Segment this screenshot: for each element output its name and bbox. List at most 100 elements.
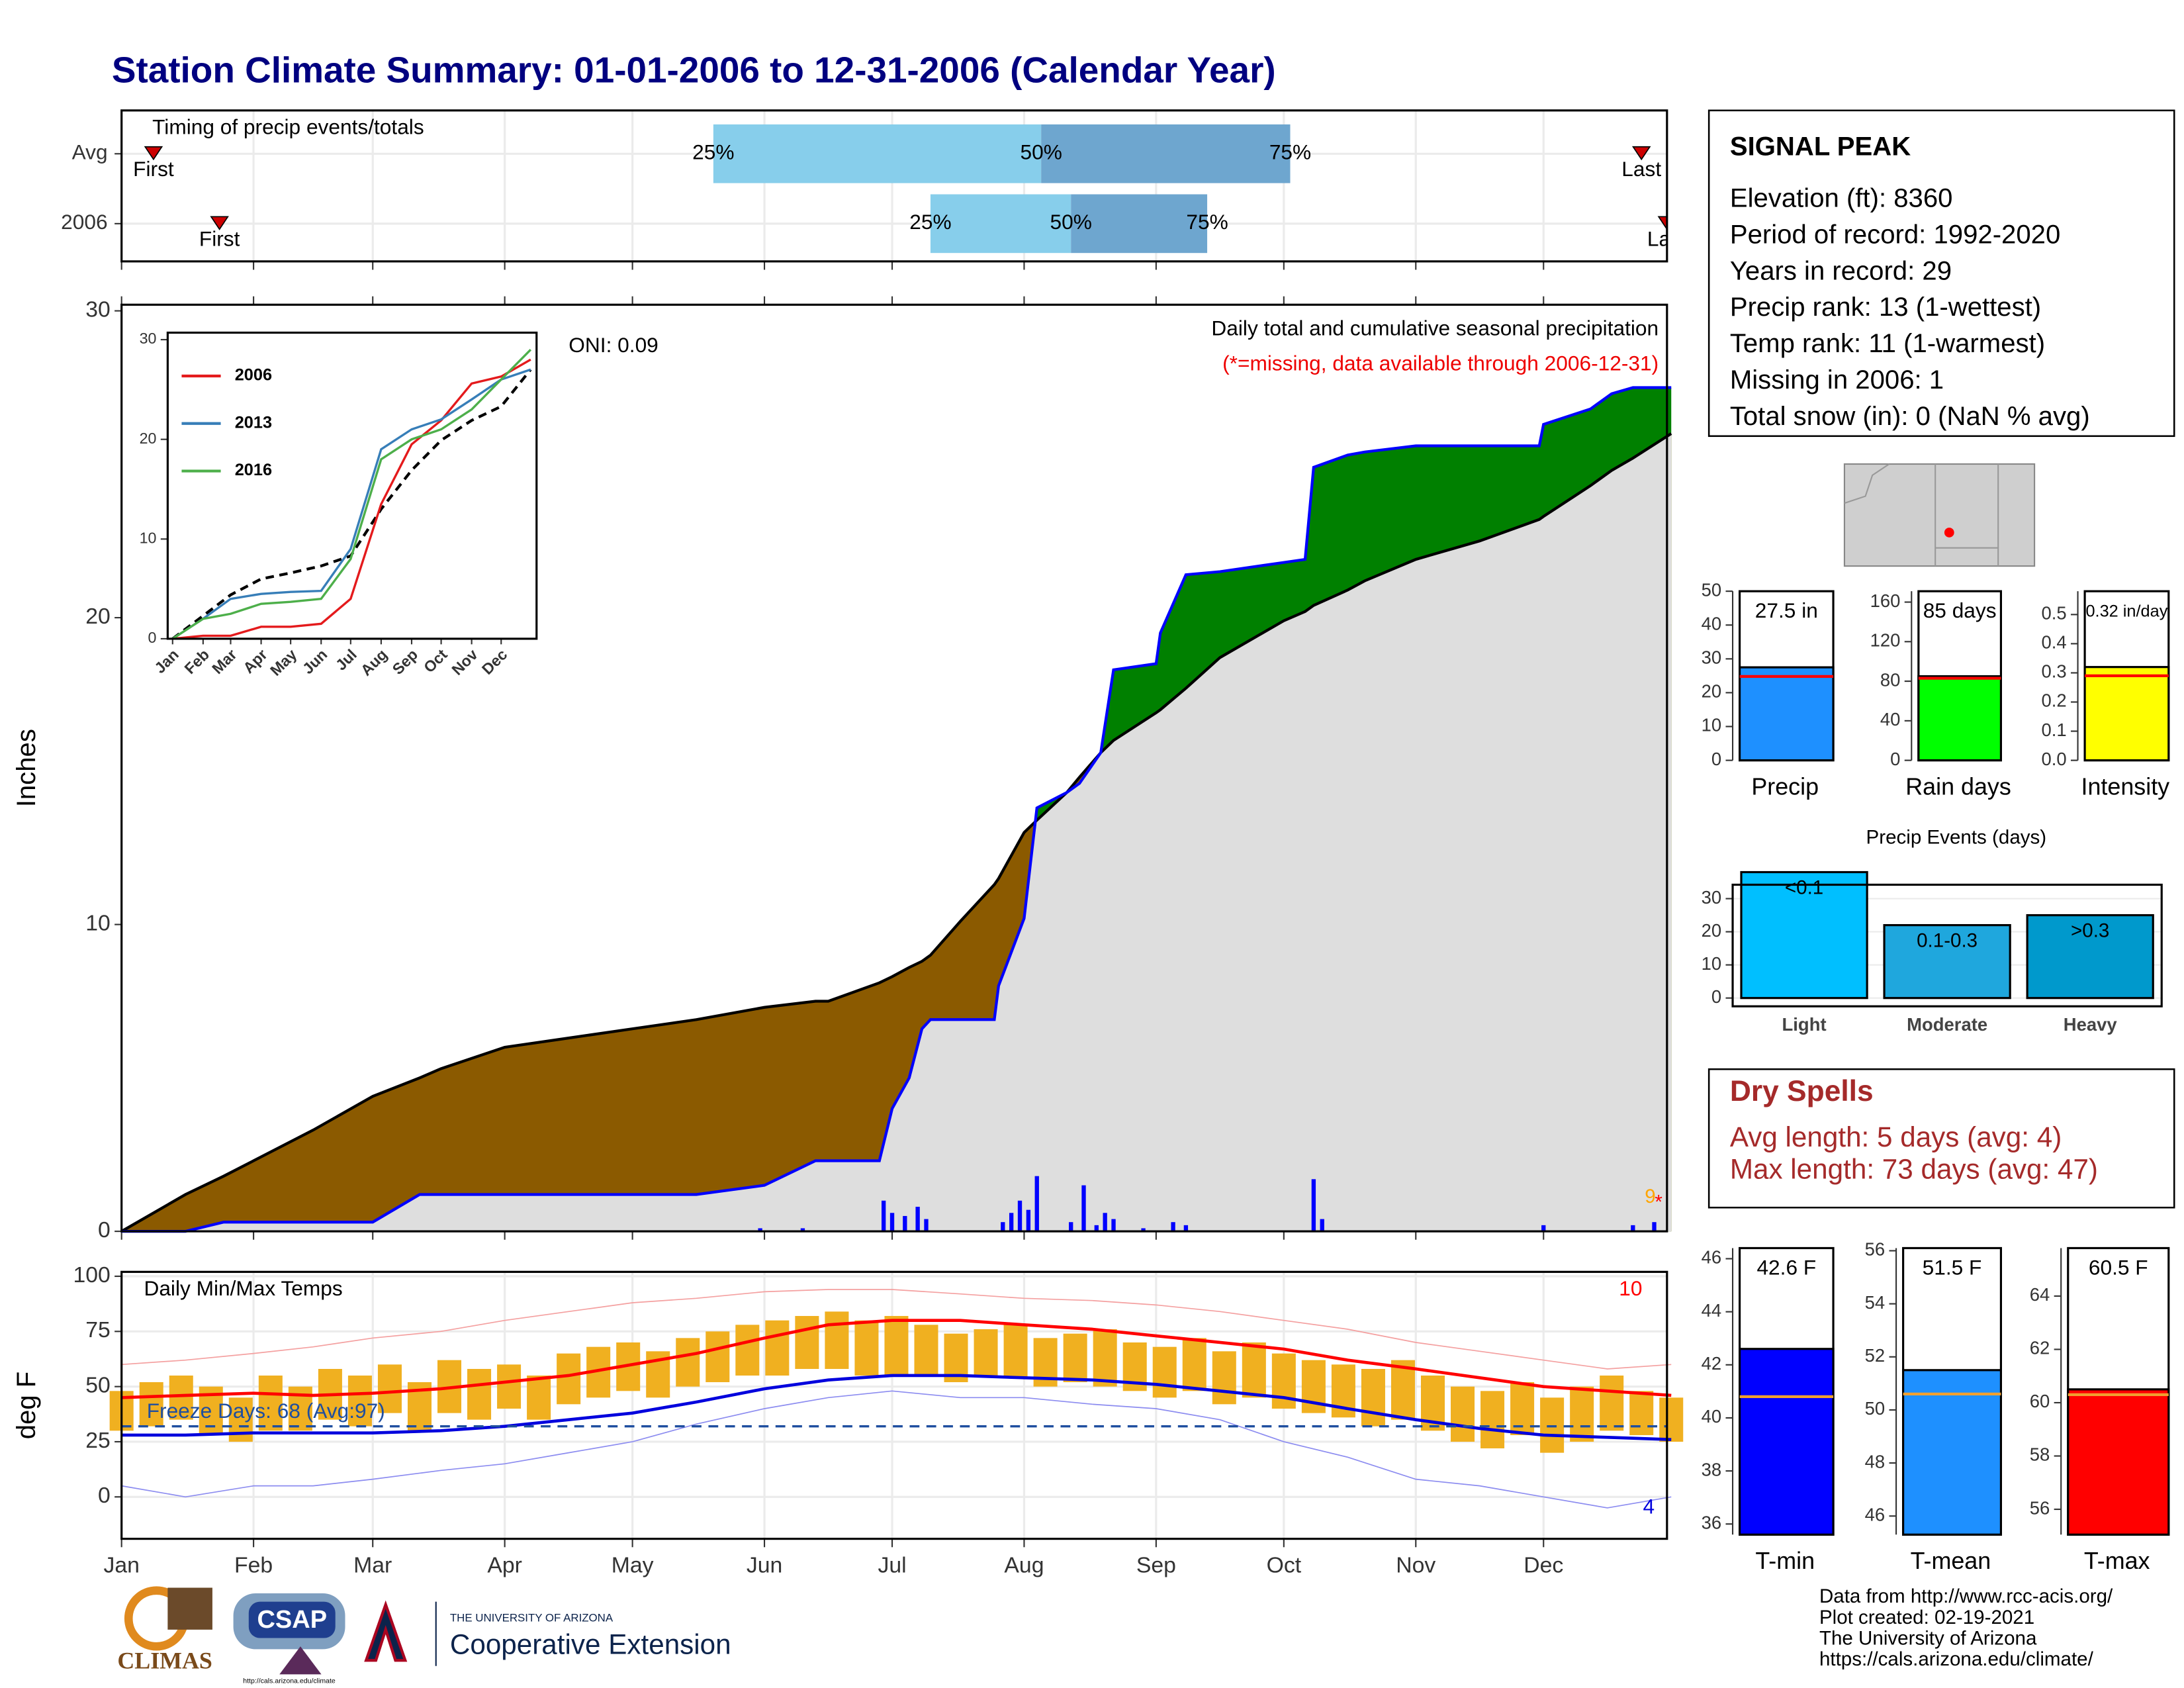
gauge-bar: [1739, 1348, 1835, 1536]
y-tick-label: 30: [1702, 647, 1722, 668]
value-label: 60.5 F: [2089, 1255, 2148, 1279]
event-marker: [1631, 146, 1651, 161]
panel-frame: [120, 1270, 1668, 1540]
daily-temp-range: [1390, 1360, 1415, 1420]
daily-precip-bar: [1069, 1222, 1073, 1232]
y-tick-label: 10: [1702, 953, 1722, 974]
timing-title: Timing of precip events/totals: [152, 115, 424, 139]
daily-precip-bar: [1094, 1225, 1099, 1232]
daily-temp-range: [1152, 1346, 1177, 1398]
daily-precip-bar: [1652, 1222, 1657, 1232]
panel-frame: [120, 303, 1668, 1233]
y-tick-label: 0.1: [2041, 720, 2066, 740]
base-area: [121, 433, 1672, 1232]
page-title: Station Climate Summary: 01-01-2006 to 1…: [112, 49, 1276, 90]
y-tick-label: 75: [85, 1317, 111, 1342]
daily-temp-range: [497, 1364, 522, 1409]
logos: CLIMAS CSAP http://cals.arizona.edu/clim…: [117, 1586, 731, 1685]
value-label: 42.6 F: [1756, 1255, 1816, 1279]
y-tick-label: 10: [85, 911, 111, 936]
x-tick-label: Sep: [1136, 1553, 1176, 1578]
quartile-label: 75%: [1186, 210, 1228, 234]
csap-url: http://cals.arizona.edu/climate: [243, 1677, 336, 1685]
quartile-bar: [930, 194, 1071, 254]
panel-frame: [120, 109, 1668, 263]
y-tick-label: 48: [1865, 1451, 1886, 1472]
daily-precip-bar: [1320, 1219, 1324, 1232]
daily-temp-range: [1629, 1391, 1654, 1435]
y-tick-label: 54: [1865, 1292, 1886, 1313]
daily-temp-range: [854, 1320, 879, 1376]
y-axis-label: deg F: [12, 1372, 41, 1440]
daily-precip-bar: [1311, 1179, 1316, 1232]
daily-temp-range: [527, 1375, 551, 1420]
annotation: 4: [1643, 1495, 1655, 1519]
footer-line: https://cals.arizona.edu/climate/: [1819, 1648, 2094, 1670]
y-tick-label: 40: [1702, 1406, 1722, 1427]
series-line: [171, 368, 531, 640]
y-tick-label: 30: [85, 297, 111, 322]
info-line: Precip rank: 13 (1-wettest): [1730, 293, 2041, 322]
y-tick-label: 20: [1702, 681, 1722, 702]
daily-temp-range: [1451, 1386, 1475, 1442]
station-location: [1944, 528, 1954, 538]
daily-precip-bar: [1081, 1185, 1086, 1232]
y-tick-label: 58: [2030, 1444, 2050, 1465]
x-tick-label: Feb: [234, 1553, 273, 1578]
y-tick-label: 30: [1702, 887, 1722, 908]
x-tick-label: Jan: [103, 1553, 139, 1578]
bar-label: 0.1-0.3: [1917, 930, 1978, 952]
x-tick-label: Moderate: [1907, 1014, 1987, 1035]
marker-label: Last: [1647, 227, 1687, 251]
missing-mark: 9: [1645, 1186, 1655, 1207]
daily-temp-range: [1600, 1375, 1624, 1431]
cumulative-line: [120, 432, 1672, 1233]
y-tick-label: 0: [98, 1217, 111, 1243]
quartile-bar: [1041, 124, 1291, 183]
info-line: Temp rank: 11 (1-warmest): [1730, 329, 2045, 358]
daily-temp-range: [825, 1311, 849, 1369]
y-tick-label: 40: [1880, 709, 1901, 729]
series-line: [172, 358, 531, 640]
info-box: [1707, 109, 2175, 438]
bar-label: >0.3: [2071, 920, 2109, 942]
value-label: 27.5 in: [1755, 598, 1818, 622]
csap-badge: [248, 1601, 336, 1638]
daily-temp-range: [1003, 1325, 1028, 1378]
avg-min-line: [121, 1374, 1672, 1441]
daily-temp-range: [169, 1375, 193, 1420]
y-tick-label: 0.2: [2041, 690, 2066, 711]
event-bar: [1740, 870, 1868, 1000]
marker-label: First: [133, 157, 174, 181]
quartile-label: 25%: [909, 210, 951, 234]
gauge-label: T-mean: [1911, 1548, 1991, 1574]
y-tick-label: 0.4: [2041, 632, 2066, 653]
y-tick-label: 100: [73, 1262, 110, 1288]
y-tick-label: 60: [2030, 1391, 2050, 1411]
daily-precip-bar: [758, 1228, 762, 1232]
daily-precip-bar: [1017, 1200, 1023, 1232]
info-line: Elevation (ft): 8360: [1730, 184, 1953, 213]
daily-temp-range: [765, 1320, 790, 1376]
footer-line: Plot created: 02-19-2021: [1819, 1607, 2034, 1628]
record-low-line: [121, 1390, 1672, 1509]
y-tick-label: 120: [1870, 630, 1901, 651]
daily-precip-bar: [800, 1228, 805, 1232]
timing-plot: 25% 50% 75% First Last 25% 50% 75% First Last: [121, 110, 1687, 261]
gauge-bar: [1902, 1369, 2002, 1536]
y-tick-label: 52: [1865, 1345, 1886, 1366]
y-tick-label: 0: [98, 1483, 111, 1508]
daily-precip-bar: [1541, 1225, 1546, 1232]
event-marker: [1657, 216, 1667, 230]
daily-precip-bar: [915, 1207, 920, 1232]
footer-line: The University of Arizona: [1819, 1627, 2037, 1649]
daily-temp-range: [1093, 1329, 1117, 1387]
y-tick-label: 10: [140, 529, 157, 546]
y-tick-label: 80: [1880, 669, 1901, 690]
marker-label: First: [199, 227, 240, 251]
y-tick-label: 0.3: [2041, 661, 2066, 682]
info-line: Period of record: 1992-2020: [1730, 220, 2060, 249]
locator-map: [1843, 463, 2036, 567]
